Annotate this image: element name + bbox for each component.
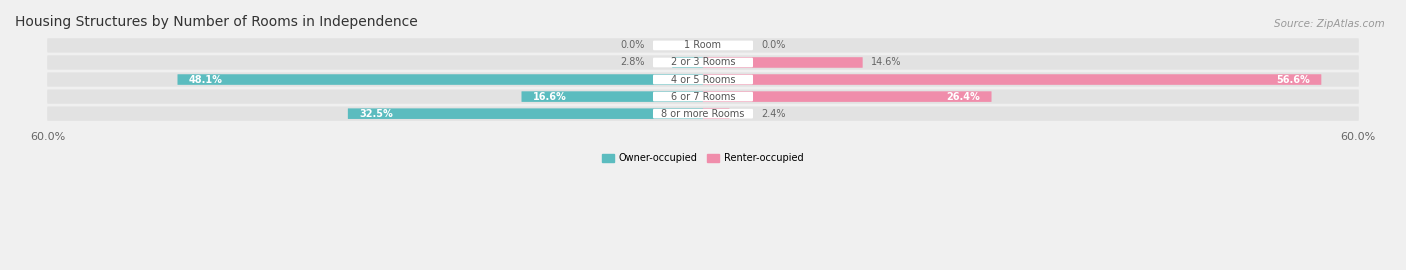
FancyBboxPatch shape [522,91,703,102]
FancyBboxPatch shape [347,108,703,119]
Text: 1 Room: 1 Room [685,40,721,50]
FancyBboxPatch shape [703,57,863,68]
FancyBboxPatch shape [652,58,754,67]
FancyBboxPatch shape [48,106,1358,121]
Text: 0.0%: 0.0% [620,40,645,50]
Text: Housing Structures by Number of Rooms in Independence: Housing Structures by Number of Rooms in… [15,15,418,29]
Text: 0.0%: 0.0% [761,40,786,50]
Text: 2.8%: 2.8% [620,58,645,68]
FancyBboxPatch shape [703,91,991,102]
FancyBboxPatch shape [177,74,703,85]
Text: 48.1%: 48.1% [188,75,222,85]
FancyBboxPatch shape [652,92,754,102]
Text: 2.4%: 2.4% [761,109,786,119]
Text: 16.6%: 16.6% [533,92,567,102]
FancyBboxPatch shape [703,108,730,119]
FancyBboxPatch shape [48,89,1358,104]
Text: 26.4%: 26.4% [946,92,980,102]
Text: 32.5%: 32.5% [359,109,392,119]
Text: 6 or 7 Rooms: 6 or 7 Rooms [671,92,735,102]
FancyBboxPatch shape [703,74,1322,85]
Legend: Owner-occupied, Renter-occupied: Owner-occupied, Renter-occupied [599,149,807,167]
FancyBboxPatch shape [48,72,1358,87]
FancyBboxPatch shape [48,38,1358,53]
Text: 14.6%: 14.6% [872,58,901,68]
Text: Source: ZipAtlas.com: Source: ZipAtlas.com [1274,19,1385,29]
FancyBboxPatch shape [652,40,754,50]
Text: 8 or more Rooms: 8 or more Rooms [661,109,745,119]
FancyBboxPatch shape [652,109,754,119]
Text: 2 or 3 Rooms: 2 or 3 Rooms [671,58,735,68]
FancyBboxPatch shape [48,55,1358,70]
Text: 4 or 5 Rooms: 4 or 5 Rooms [671,75,735,85]
Text: 56.6%: 56.6% [1277,75,1310,85]
FancyBboxPatch shape [672,57,703,68]
FancyBboxPatch shape [652,75,754,84]
